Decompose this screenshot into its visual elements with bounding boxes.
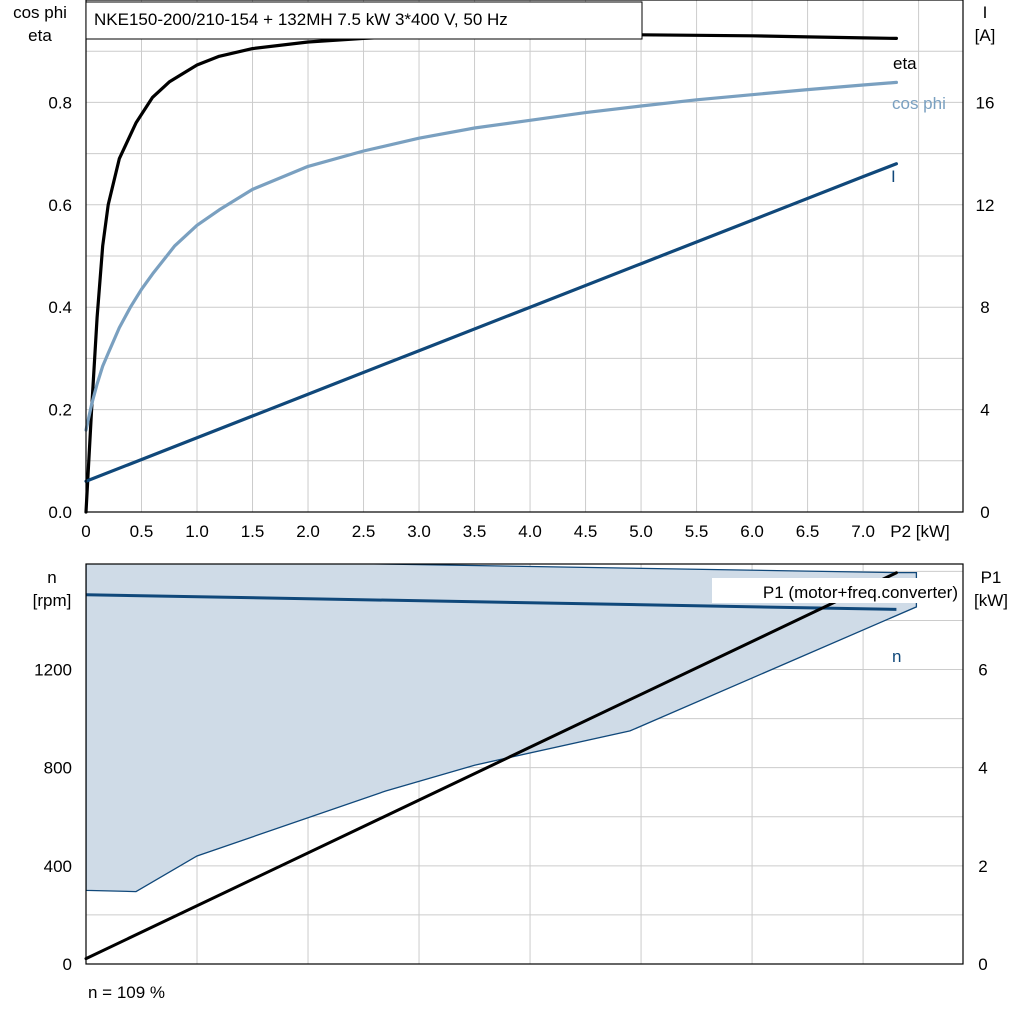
x-tick-label: 6.0 [740, 522, 764, 541]
bottom-left-tick-labels: 0 400 800 1200 [34, 661, 72, 974]
top-left-axis-label-line2: eta [28, 26, 52, 45]
x-tick-label: 1.5 [241, 522, 265, 541]
top-left-tick-labels: 0.0 0.2 0.4 0.6 0.8 [48, 93, 72, 522]
bottom-left-axis-label-line2: [rpm] [33, 591, 72, 610]
top-left-tick-label: 0.6 [48, 196, 72, 215]
bottom-right-tick-label: 2 [978, 857, 987, 876]
top-right-tick-label: 8 [980, 298, 989, 317]
top-panel-frame [85, 0, 964, 513]
p1-label-background [712, 578, 962, 603]
top-right-tick-label: 0 [980, 503, 989, 522]
chart-title: NKE150-200/210-154 + 132MH 7.5 kW 3*400 … [94, 10, 508, 29]
bottom-right-tick-label: 0 [978, 955, 987, 974]
x-tick-label: 5.5 [685, 522, 709, 541]
top-right-tick-label: 4 [980, 401, 989, 420]
x-tick-label: 2.5 [352, 522, 376, 541]
top-right-tick-label: 16 [976, 93, 995, 112]
x-tick-label: 1.0 [185, 522, 209, 541]
speed-curve [85, 593, 897, 611]
x-tick-label: 6.5 [796, 522, 820, 541]
top-right-tick-label: 12 [976, 196, 995, 215]
bottom-right-tick-label: 6 [978, 661, 987, 680]
top-left-tick-label: 0.2 [48, 401, 72, 420]
x-tick-label: 3.5 [463, 522, 487, 541]
x-axis-label: P2 [kW] [890, 522, 950, 541]
bottom-right-tick-labels: 0 2 4 6 [978, 661, 987, 974]
series-label-current: I [891, 167, 896, 186]
bottom-right-axis-label-line1: P1 [981, 568, 1002, 587]
top-right-tick-labels: 0 4 8 12 16 [976, 93, 995, 522]
top-left-tick-label: 0.8 [48, 93, 72, 112]
current-curve [84, 162, 899, 483]
top-left-tick-label: 0.4 [48, 298, 72, 317]
bottom-left-tick-label: 1200 [34, 661, 72, 680]
bottom-right-tick-label: 4 [978, 759, 987, 778]
top-right-axis-label-line1: I [983, 3, 988, 22]
top-panel-series [84, 32, 899, 514]
x-tick-label: 4.5 [574, 522, 598, 541]
speed-range-band [86, 564, 918, 893]
bottom-left-tick-label: 800 [44, 759, 72, 778]
series-label-eta: eta [893, 54, 917, 73]
top-left-axis-label-line1: cos phi [13, 3, 67, 22]
eta-curve [84, 32, 899, 514]
x-tick-label: 0 [81, 522, 90, 541]
x-tick-label: 5.0 [629, 522, 653, 541]
title-box [85, 1, 643, 40]
x-tick-label: 0.5 [130, 522, 154, 541]
p1-curve [84, 571, 898, 961]
bottom-right-axis-label-line2: [kW] [974, 591, 1008, 610]
speed-percentage-note: n = 109 % [88, 983, 165, 1002]
x-tick-label: 3.0 [407, 522, 431, 541]
top-panel-grid [86, 0, 963, 512]
series-label-cos-phi: cos phi [892, 94, 946, 113]
series-label-speed: n [892, 647, 901, 666]
top-right-axis-label-line2: [A] [975, 26, 996, 45]
series-label-p1: P1 (motor+freq.converter) [763, 583, 958, 602]
x-tick-label: 7.0 [851, 522, 875, 541]
cos-phi-curve [84, 80, 899, 432]
x-tick-label: 2.0 [296, 522, 320, 541]
bottom-panel-frame [85, 563, 964, 965]
bottom-panel-series [84, 564, 918, 961]
x-tick-labels: 0 0.5 1.0 1.5 2.0 2.5 3.0 3.5 4.0 4.5 5.0 5.5 6.0 6.5… [81, 522, 875, 541]
top-left-tick-label: 0.0 [48, 503, 72, 522]
bottom-left-tick-label: 400 [44, 857, 72, 876]
bottom-left-axis-label-line1: n [47, 568, 56, 587]
x-tick-label: 4.0 [518, 522, 542, 541]
bottom-left-tick-label: 0 [63, 955, 72, 974]
